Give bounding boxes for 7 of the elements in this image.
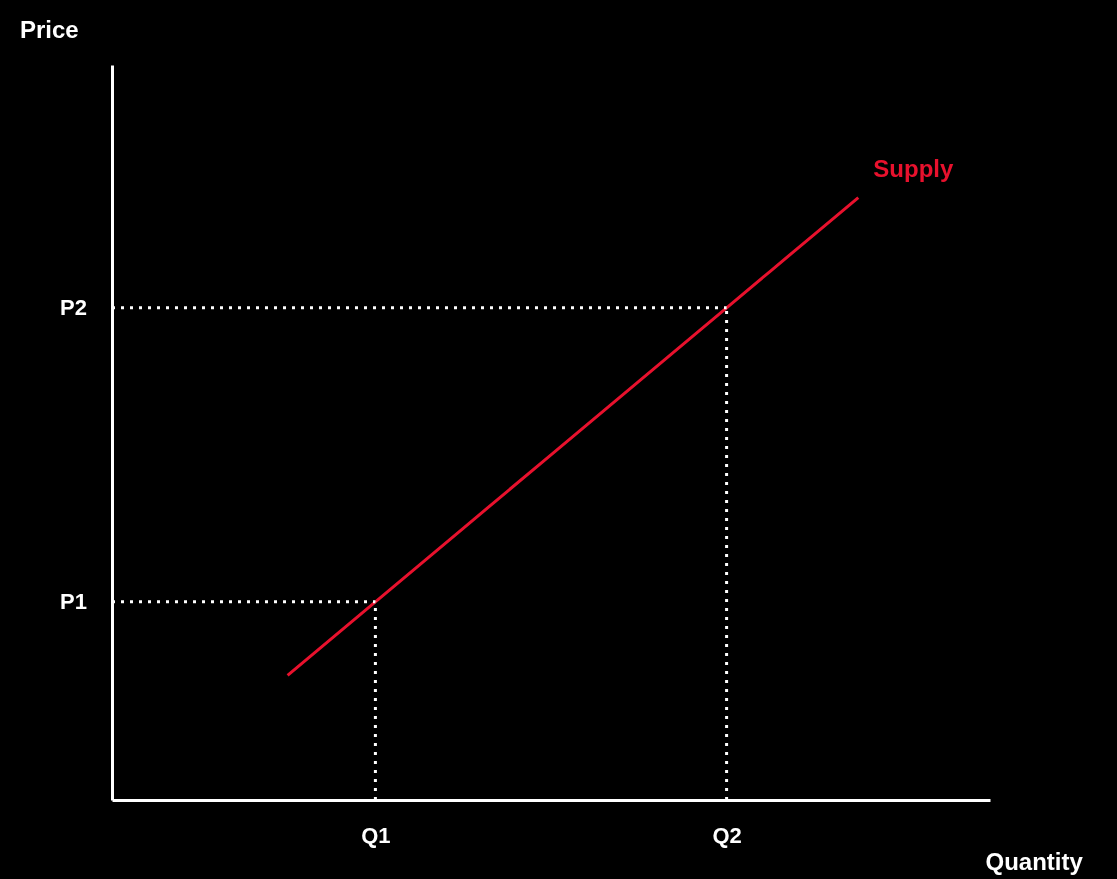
x-axis-title: Quantity	[985, 847, 1084, 875]
text: Price	[20, 16, 79, 43]
ref-line-label: P1	[60, 588, 87, 614]
series-label: Supply	[873, 154, 954, 182]
x-tick-label: Q1	[361, 822, 391, 848]
ref-line-label: P2	[60, 294, 87, 320]
x-tick-label: Q2	[712, 822, 742, 848]
